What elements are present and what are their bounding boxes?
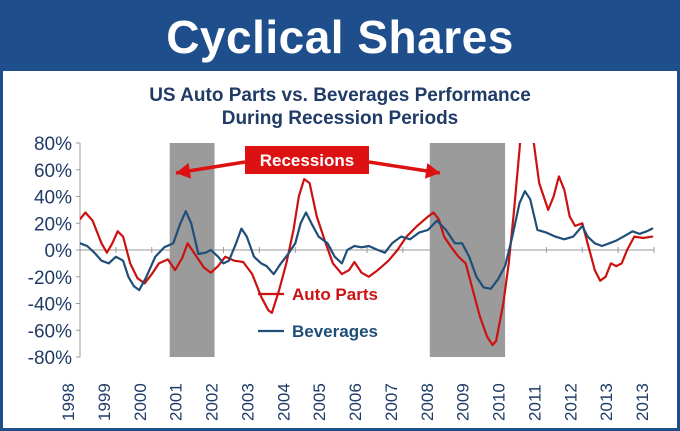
x-tick-label: 2002 — [203, 383, 222, 421]
x-tick-label: 2004 — [274, 383, 293, 421]
chart-title-line-1: US Auto Parts vs. Beverages Performance — [149, 85, 531, 106]
y-tick-label: -60% — [28, 321, 72, 342]
banner-title: Cyclical Shares — [166, 11, 514, 63]
recession-arrow-left-head — [176, 162, 192, 179]
x-tick-label: 2000 — [131, 383, 150, 421]
legend-label: Beverages — [292, 322, 378, 341]
y-tick-label: 20% — [34, 214, 72, 235]
y-tick-label: 80% — [34, 134, 72, 155]
x-tick-label: 1999 — [95, 383, 114, 421]
x-tick-label: 2012 — [561, 383, 580, 421]
y-tick-label: -80% — [28, 348, 72, 369]
legend-label: Auto Parts — [292, 285, 378, 304]
series-line-beverages — [80, 190, 654, 292]
x-tick-label: 2010 — [490, 383, 509, 421]
recession-label-box — [245, 146, 369, 174]
x-tick-label: 2013 — [597, 383, 616, 421]
y-tick-label: 40% — [34, 188, 72, 209]
x-tick-label: 2003 — [238, 383, 257, 421]
y-tick-label: -20% — [28, 268, 72, 289]
x-tick-label: 2009 — [454, 383, 473, 421]
title-banner: Cyclical Shares — [3, 3, 677, 71]
x-tick-label: 2001 — [167, 383, 186, 421]
recession-label: Recessions — [260, 151, 355, 170]
x-tick-label: 2007 — [382, 383, 401, 421]
x-tick-label: 1998 — [59, 383, 78, 421]
y-tick-label: 60% — [34, 161, 72, 182]
x-tick-label: 2008 — [418, 383, 437, 421]
x-tick-label: 2011 — [525, 384, 544, 421]
x-tick-label: 2005 — [310, 383, 329, 421]
recession-arrow-right-head — [424, 162, 440, 179]
x-tick-label: 2006 — [346, 383, 365, 421]
chart-title-line-2: During Recession Periods — [222, 108, 459, 129]
y-tick-label: 0% — [45, 241, 73, 262]
x-tick-label: 2013 — [633, 383, 652, 421]
y-tick-label: -40% — [28, 295, 72, 316]
series-line-auto-parts — [80, 143, 654, 347]
